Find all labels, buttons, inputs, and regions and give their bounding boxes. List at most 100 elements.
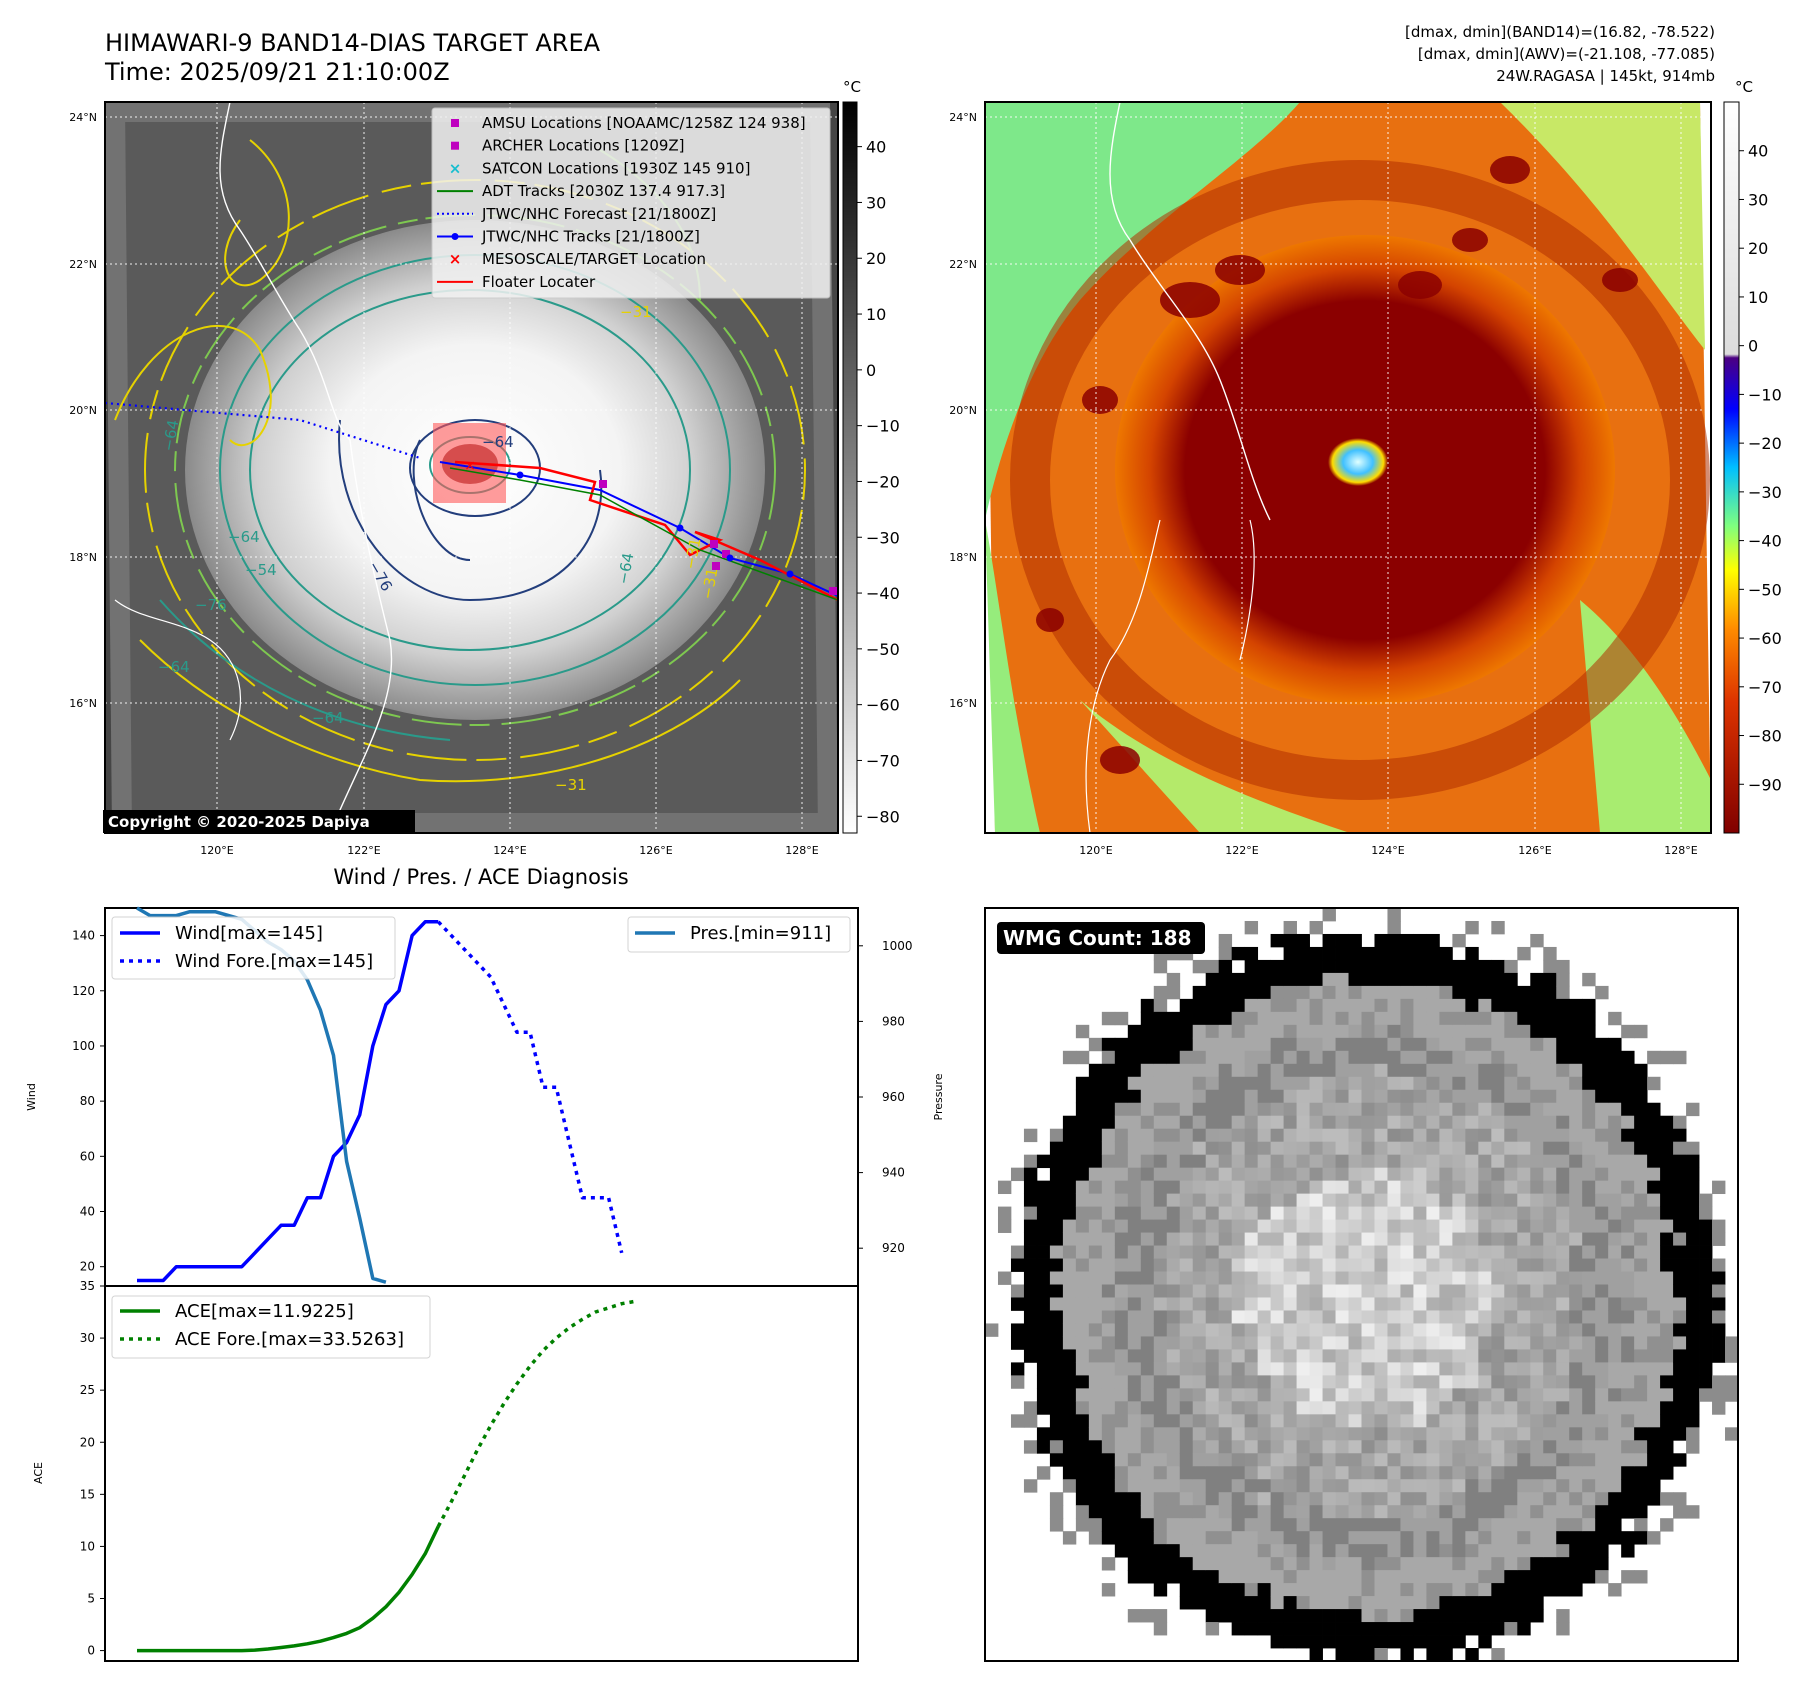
copyright-badge — [103, 810, 415, 833]
lat-tick-label: 18°N — [69, 551, 97, 564]
wind-series-line — [137, 920, 439, 1283]
awv-colorbar-tick: 20 — [1748, 239, 1768, 258]
ir-colorbar-tick: −70 — [866, 751, 900, 770]
wind-ytick: 80 — [80, 1094, 95, 1108]
legend-entry: × SATCON Locations [1930Z 145 910] — [449, 159, 751, 177]
ir-colorbar-tick: 40 — [866, 138, 886, 157]
legend-entry: JTWC/NHC Forecast [21/1800Z] — [437, 205, 716, 223]
legend-entry: ARCHER Locations [1209Z] — [451, 137, 685, 155]
awv-colorbar-tick: 10 — [1748, 288, 1768, 307]
lat-tick-label: 16°N — [69, 697, 97, 710]
awv-colorbar-tick: 30 — [1748, 190, 1768, 209]
ir-colorbar-tick: −60 — [866, 696, 900, 715]
wind-pressure-plot: 20 40 60 80 100 120 140 920 940 960 980 1000 Wind … — [25, 906, 945, 1287]
svg-text:×: × — [464, 458, 476, 474]
awv-colorbar-tick: 40 — [1748, 142, 1768, 161]
legend-entry: Floater Locater — [437, 273, 596, 291]
lat-tick-label: 22°N — [949, 258, 977, 271]
ir-colorbar-tick: 30 — [866, 193, 886, 212]
wind-axis-label: Wind — [25, 1083, 38, 1111]
ace-axis-label: ACE — [32, 1462, 45, 1484]
figure-title: HIMAWARI-9 BAND14-DIAS TARGET AREA — [105, 29, 601, 57]
contour-label: −54 — [245, 561, 277, 579]
legend-marker: × — [449, 159, 462, 177]
ace-plot: 0 5 10 15 20 25 30 35 ACE ACE[max=11.9225] ACE … — [32, 1279, 859, 1662]
pressure-ytick: 960 — [882, 1090, 905, 1104]
ace-ytick: 30 — [80, 1331, 95, 1345]
awv-colorbar-tick: −70 — [1748, 678, 1782, 697]
legend-label: JTWC/NHC Forecast [21/1800Z] — [481, 205, 716, 223]
ace-series-line — [137, 1525, 440, 1653]
ir-legend: AMSU Locations [NOAAMC/1258Z 124 938] ARC… — [431, 107, 831, 299]
ace-ytick: 15 — [80, 1487, 95, 1501]
lat-tick-label: 20°N — [949, 404, 977, 417]
legend-entry: AMSU Locations [NOAAMC/1258Z 124 938] — [451, 114, 806, 132]
wmg-panel: WMG Count: 188 — [984, 907, 1739, 1662]
legend-marker — [451, 141, 459, 150]
contour-label: −31 — [620, 303, 652, 321]
wmg-count-label: WMG Count: 188 — [1003, 926, 1192, 950]
lat-tick-label: 24°N — [949, 111, 977, 124]
lon-tick-label: 124°E — [1371, 844, 1404, 857]
wind-ytick: 140 — [72, 929, 95, 943]
info-awv: [dmax, dmin](AWV)=(-21.108, -77.085) — [1418, 45, 1715, 63]
ace-ytick: 35 — [80, 1279, 95, 1293]
ir-colorbar-tick: −50 — [866, 640, 900, 659]
awv-colorbar-unit: °C — [1735, 78, 1753, 96]
lat-tick-label: 20°N — [69, 404, 97, 417]
lat-tick-label: 18°N — [949, 551, 977, 564]
lon-tick-label: 120°E — [1079, 844, 1112, 857]
legend-label: Floater Locater — [482, 273, 596, 291]
awv-colorbar-tick: −20 — [1748, 434, 1782, 453]
ir-colorbar-tick: −10 — [866, 417, 900, 436]
legend-label: JTWC/NHC Tracks [21/1800Z] — [481, 228, 700, 246]
lat-tick-label: 24°N — [69, 111, 97, 124]
lon-tick-label: 120°E — [200, 844, 233, 857]
legend-label: ADT Tracks [2030Z 137.4 917.3] — [482, 182, 725, 200]
contour-label: −64 — [228, 528, 260, 546]
ace-ytick: 10 — [80, 1539, 95, 1553]
awv-colorbar-tick: −90 — [1748, 775, 1782, 794]
info-storm: 24W.RAGASA | 145kt, 914mb — [1496, 67, 1715, 85]
legend-ace: ACE[max=11.9225] — [175, 1301, 354, 1322]
ir-colorbar-tick: −80 — [866, 807, 900, 826]
awv-colorbar: °C 40 30 20 10 0 −10 −20 −30 −40 −50 −60 −70 −80 −90 — [1723, 78, 1782, 834]
contour-label: −64 — [312, 709, 344, 727]
legend-marker — [451, 119, 459, 127]
lon-tick-label: 126°E — [1518, 844, 1551, 857]
awv-colorbar-tick: −30 — [1748, 483, 1782, 502]
contour-label: −64 — [482, 433, 514, 451]
contour-label: −76 — [195, 596, 227, 614]
copyright-text: Copyright © 2020-2025 Dapiya — [108, 813, 370, 831]
legend-ace-fore: ACE Fore.[max=33.5263] — [175, 1329, 404, 1350]
ir-map-panel: × −64 −64 −64 −76 −54 −76 −64 −64 −31 −3… — [103, 101, 839, 834]
legend-marker: × — [449, 250, 462, 268]
pressure-ytick: 980 — [882, 1014, 905, 1028]
contour-label: −64 — [158, 658, 190, 676]
lon-tick-label: 126°E — [639, 844, 672, 857]
ir-colorbar-tick: 20 — [866, 249, 886, 268]
wind-ytick: 40 — [80, 1205, 95, 1219]
legend-label: AMSU Locations [NOAAMC/1258Z 124 938] — [482, 114, 806, 132]
lon-tick-label: 122°E — [1225, 844, 1258, 857]
legend-entry: × MESOSCALE/TARGET Location — [449, 250, 706, 268]
wind-forecast-series-line — [437, 920, 624, 1254]
pressure-ytick: 920 — [882, 1241, 905, 1255]
awv-colorbar-tick: 0 — [1748, 337, 1758, 356]
legend-wind: Wind[max=145] — [175, 923, 323, 944]
pressure-legend: Pres.[min=911] — [627, 916, 851, 953]
contour-label: −64 — [614, 551, 637, 585]
ir-colorbar-unit: °C — [843, 78, 861, 96]
legend-entry: ADT Tracks [2030Z 137.4 917.3] — [437, 182, 725, 200]
legend-label: ARCHER Locations [1209Z] — [482, 137, 685, 155]
wind-ytick: 120 — [72, 984, 95, 998]
ace-legend: ACE[max=11.9225] ACE Fore.[max=33.5263] — [111, 1295, 431, 1359]
wind-ytick: 20 — [80, 1260, 95, 1274]
awv-colorbar-tick: −60 — [1748, 629, 1782, 648]
pressure-axis-label: Pressure — [932, 1073, 945, 1120]
diagnosis-title: Wind / Pres. / ACE Diagnosis — [333, 865, 628, 889]
wind-ytick: 60 — [80, 1149, 95, 1163]
info-band14: [dmax, dmin](BAND14)=(16.82, -78.522) — [1405, 23, 1715, 41]
lon-tick-label: 128°E — [785, 844, 818, 857]
